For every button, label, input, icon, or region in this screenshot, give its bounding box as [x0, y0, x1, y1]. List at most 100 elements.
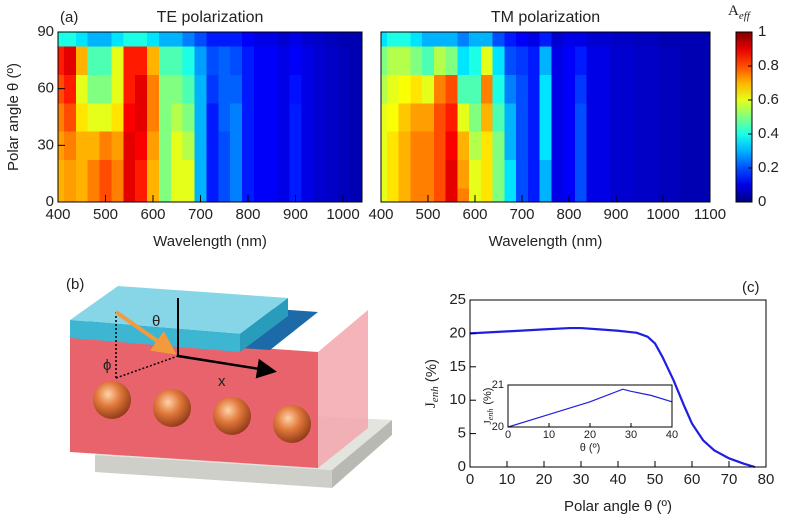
heat-cell [158, 187, 172, 203]
heat-cell [348, 46, 363, 75]
heat-cell [657, 32, 670, 47]
heat-cell [75, 74, 89, 104]
heat-cell [75, 131, 89, 160]
heat-cell [668, 187, 682, 203]
y-axis-label: Jenh (%) [423, 359, 441, 408]
heat-cell [433, 102, 447, 132]
heat-cell [657, 131, 670, 160]
heat-cell [410, 187, 423, 203]
heat-cell [457, 102, 470, 132]
heat-cell [610, 131, 623, 160]
heat-cell [158, 74, 172, 104]
heat-cell [504, 46, 517, 75]
heat-cell [445, 46, 458, 75]
heat-cell [621, 131, 635, 160]
heat-cell [480, 131, 494, 160]
heat-cell [504, 131, 517, 160]
heat-cell [492, 159, 505, 189]
heat-cell [194, 46, 207, 75]
x-tick-label: 600 [462, 206, 487, 223]
y-tick-label: 20 [449, 324, 466, 341]
heat-cell [135, 159, 148, 189]
heat-cell [492, 32, 505, 47]
heat-cell [704, 187, 711, 203]
plot-frame [57, 31, 363, 203]
heat-cell [87, 131, 101, 160]
heat-cell [147, 32, 160, 47]
x-tick-label: 500 [415, 206, 440, 223]
heat-cell [469, 131, 482, 160]
colorbar-tick-label: 0.2 [758, 159, 779, 176]
heat-cell [680, 187, 693, 203]
x-tick-label: 400 [45, 206, 70, 223]
heat-cell [135, 102, 148, 132]
heat-cell [422, 159, 435, 189]
heat-cell [657, 159, 670, 189]
heat-cell [381, 74, 388, 104]
heat-cell [301, 187, 314, 203]
y-tick-label: 90 [37, 23, 54, 40]
heat-cell [147, 159, 160, 189]
heat-cell [457, 131, 470, 160]
x-tick-label: 700 [509, 206, 534, 223]
heat-cell [586, 74, 599, 104]
x-tick-label: 400 [368, 206, 393, 223]
heat-cell [480, 187, 494, 203]
heat-cell [492, 46, 505, 75]
heat-cell [598, 102, 611, 132]
heat-cell [610, 74, 623, 104]
heat-cell [253, 46, 267, 75]
heat-cell [633, 131, 646, 160]
heat-cell [563, 102, 576, 132]
heat-cell [277, 74, 291, 104]
y-label-main: J [423, 402, 439, 408]
heat-cell [218, 102, 231, 132]
heat-cell [398, 131, 411, 160]
heat-cell [516, 74, 529, 104]
heat-cell [539, 159, 552, 189]
heat-cell [75, 187, 89, 203]
heat-cell [633, 187, 646, 203]
heat-cell [516, 131, 529, 160]
heat-cell [58, 159, 65, 189]
heat-cell [313, 187, 326, 203]
heat-cell [289, 102, 302, 132]
heat-cell [598, 46, 611, 75]
heat-cell [313, 46, 326, 75]
heat-cell [277, 32, 291, 47]
heat-cell [410, 74, 423, 104]
heat-cell [680, 102, 693, 132]
heat-cell [289, 46, 302, 75]
heat-cell [301, 32, 314, 47]
heat-cell [194, 74, 207, 104]
heat-cell [527, 131, 541, 160]
heat-cell [480, 46, 494, 75]
heat-cell [242, 32, 255, 47]
heat-cell [99, 32, 112, 47]
heat-cell [386, 46, 400, 75]
heat-cell [386, 74, 400, 104]
heat-cell [194, 102, 207, 132]
heat-cell [539, 74, 552, 104]
heat-cell [206, 46, 219, 75]
x-tick-label: 1000 [646, 206, 679, 223]
y-tick-label: 60 [37, 80, 54, 97]
heat-cell [504, 102, 517, 132]
heat-cell [325, 159, 338, 189]
heat-cell [610, 159, 623, 189]
heat-cell [337, 74, 350, 104]
x-axis-arrow [177, 354, 277, 379]
heat-cell [433, 131, 447, 160]
projection [115, 355, 179, 379]
absorber [318, 310, 368, 468]
heat-cell [111, 102, 124, 132]
heat-cell [668, 32, 682, 47]
heat-cell [218, 131, 231, 160]
heat-cell [692, 46, 705, 75]
heat-cell [504, 159, 517, 189]
heat-cell [504, 74, 517, 104]
substrate [95, 455, 332, 488]
x-tick-label: 900 [283, 206, 308, 223]
heat-cell [539, 32, 552, 47]
